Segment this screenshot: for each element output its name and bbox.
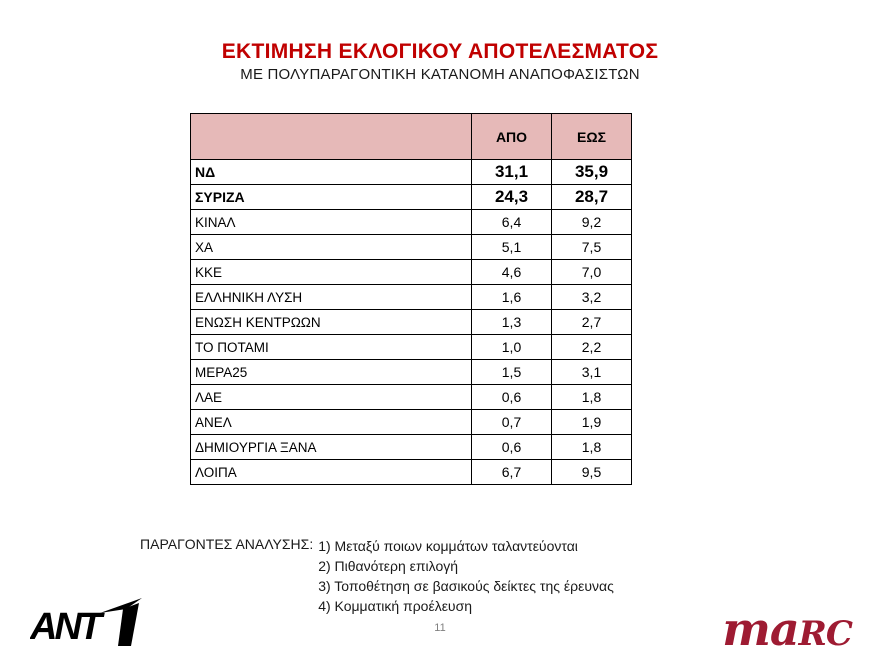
to-value: 7,0 [551,259,632,285]
table-row: ΝΔ 31,1 35,9 [190,159,632,185]
page-number: 11 [434,622,446,634]
party-name: ΝΔ [190,159,472,185]
footnote-line: 1) Μεταξύ ποιων κομμάτων ταλαντεύονται [318,538,578,554]
table-row: ΔΗΜΙΟΥΡΓΙΑ ΞΑΝΑ 0,6 1,8 [190,434,632,460]
to-value: 3,1 [551,359,632,385]
table-row: ΕΛΛΗΝΙΚΗ ΛΥΣΗ 1,6 3,2 [190,284,632,310]
analysis-footnote: ΠΑΡΑΓΟΝΤΕΣ ΑΝΑΛΥΣΗΣ: 1) Μεταξύ ποιων κομ… [140,536,614,616]
to-value: 2,7 [551,309,632,335]
table-row: ΚΚΕ 4,6 7,0 [190,259,632,285]
from-value: 6,7 [471,459,552,485]
from-value: 1,0 [471,334,552,360]
table-row: ΣΥΡΙΖΑ 24,3 28,7 [190,184,632,210]
to-value: 28,7 [551,184,632,210]
table-row: ΤΟ ΠΟΤΑΜΙ 1,0 2,2 [190,334,632,360]
to-value: 9,5 [551,459,632,485]
svg-text:ANT: ANT [30,606,105,648]
to-value: 1,9 [551,409,632,435]
party-name: ΧΑ [190,234,472,260]
header-from-cell: ΑΠΟ [471,113,552,160]
results-table-head: ΑΠΟ ΕΩΣ [190,113,632,160]
to-value: 2,2 [551,334,632,360]
table-row: ΛΟΙΠΑ 6,7 9,5 [190,459,632,485]
party-name: ΑΝΕΛ [190,409,472,435]
party-name: ΔΗΜΙΟΥΡΓΙΑ ΞΑΝΑ [190,434,472,460]
results-table: ΑΠΟ ΕΩΣ ΝΔ 31,1 35,9 ΣΥΡΙΖΑ 24,3 28,7 ΚΙΝΑΛ 6,4… [190,113,632,485]
page-title: ΕΚΤΙΜΗΣΗ ΕΚΛΟΓΙΚΟΥ ΑΠΟΤΕΛΕΣΜΑΤΟΣ [221,40,659,63]
from-value: 1,6 [471,284,552,310]
page-subtitle: ΜΕ ΠΟΛΥΠΑΡΑΓΟΝΤΙΚΗ ΚΑΤΑΝΟΜΗ ΑΝΑΠΟΦΑΣΙΣΤΩ… [240,66,640,83]
party-name: ΚΙΝΑΛ [190,209,472,235]
to-value: 1,8 [551,434,632,460]
header-row: ΑΠΟ ΕΩΣ [190,113,632,160]
table-row: ΕΝΩΣΗ ΚΕΝΤΡΩΩΝ 1,3 2,7 [190,309,632,335]
ant1-logo: ANT [29,596,145,648]
from-value: 31,1 [471,159,552,185]
marc-logo-ma: ma [722,602,799,656]
table-row: ΚΙΝΑΛ 6,4 9,2 [190,209,632,235]
from-value: 1,3 [471,309,552,335]
party-name: ΕΛΛΗΝΙΚΗ ΛΥΣΗ [190,284,472,310]
to-value: 9,2 [551,209,632,235]
header-party-cell [190,113,472,160]
marc-logo: marc [722,606,853,654]
from-value: 0,6 [471,434,552,460]
results-table-body: ΝΔ 31,1 35,9 ΣΥΡΙΖΑ 24,3 28,7 ΚΙΝΑΛ 6,4 9,2 ΧΑ 5,1… [190,159,632,485]
from-value: 24,3 [471,184,552,210]
from-value: 0,7 [471,409,552,435]
to-value: 35,9 [551,159,632,185]
party-name: ΕΝΩΣΗ ΚΕΝΤΡΩΩΝ [190,309,472,335]
table-row: ΑΝΕΛ 0,7 1,9 [190,409,632,435]
party-name: ΣΥΡΙΖΑ [190,184,472,210]
from-value: 1,5 [471,359,552,385]
party-name: ΛΟΙΠΑ [190,459,472,485]
party-name: ΜΕΡΑ25 [190,359,472,385]
table-row: ΜΕΡΑ25 1,5 3,1 [190,359,632,385]
marc-logo-rc: rc [798,614,853,654]
footnote-line: 2) Πιθανότερη επιλογή [318,558,459,574]
header-to-cell: ΕΩΣ [551,113,632,160]
to-value: 7,5 [551,234,632,260]
footnote-line: 3) Τοποθέτηση σε βασικούς δείκτες της έρ… [318,578,614,594]
party-name: ΚΚΕ [190,259,472,285]
table-row: ΧΑ 5,1 7,5 [190,234,632,260]
to-value: 3,2 [551,284,632,310]
from-value: 6,4 [471,209,552,235]
from-value: 5,1 [471,234,552,260]
footnote-lines: 1) Μεταξύ ποιων κομμάτων ταλαντεύονται 2)… [318,536,614,616]
from-value: 4,6 [471,259,552,285]
table-row: ΛΑΕ 0,6 1,8 [190,384,632,410]
footnote-line: 4) Κομματική προέλευση [318,598,473,614]
results-table-wrap: ΑΠΟ ΕΩΣ ΝΔ 31,1 35,9 ΣΥΡΙΖΑ 24,3 28,7 ΚΙΝΑΛ 6,4… [190,113,632,485]
footnote-label: ΠΑΡΑΓΟΝΤΕΣ ΑΝΑΛΥΣΗΣ: [140,536,314,552]
to-value: 1,8 [551,384,632,410]
party-name: ΤΟ ΠΟΤΑΜΙ [190,334,472,360]
from-value: 0,6 [471,384,552,410]
party-name: ΛΑΕ [190,384,472,410]
